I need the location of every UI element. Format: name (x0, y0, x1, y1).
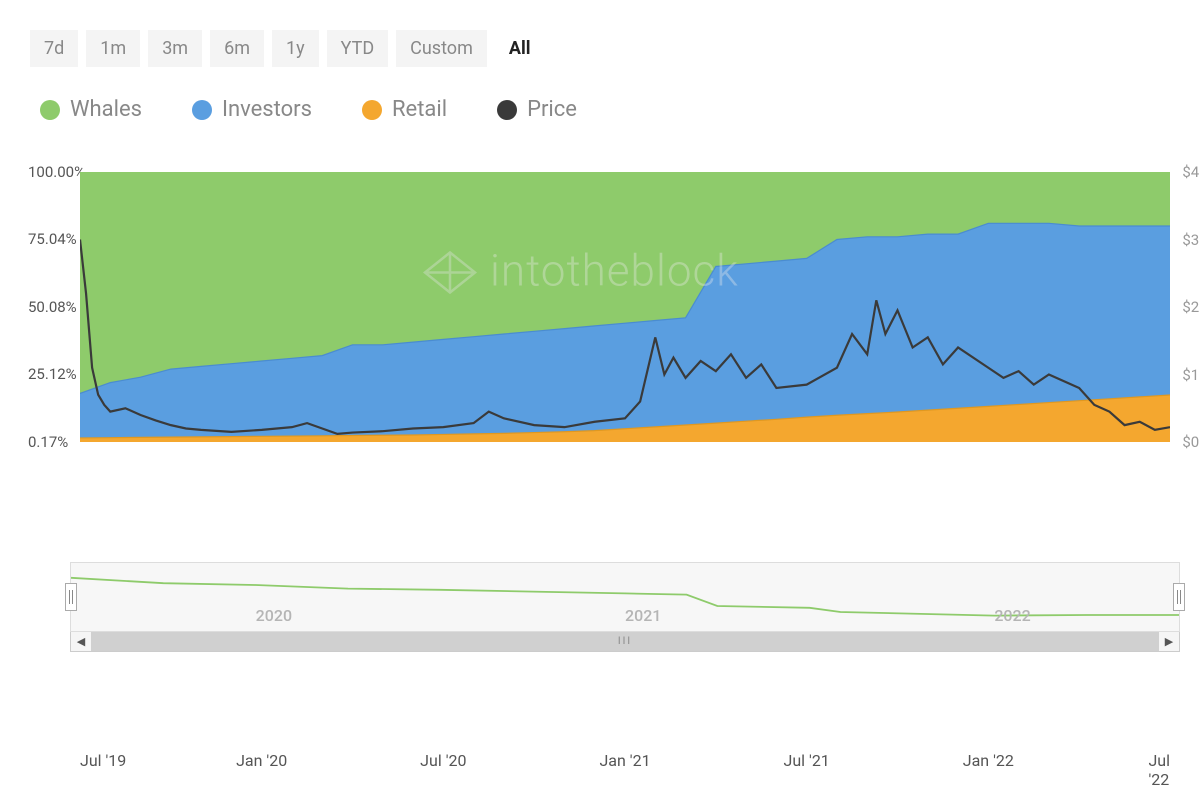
navigator-year-label: 2020 (256, 606, 292, 625)
chart-plot-area[interactable]: intotheblock (80, 172, 1170, 442)
main-chart: 100.00%75.04%50.08%25.12%0.17% $4.00$3.0… (30, 172, 1170, 512)
x-tick: Jan '21 (599, 751, 650, 770)
range-7d-button[interactable]: 7d (30, 30, 78, 67)
range-6m-button[interactable]: 6m (210, 30, 264, 67)
range-1y-button[interactable]: 1y (272, 30, 319, 67)
x-tick: Jan '22 (963, 751, 1014, 770)
legend-item-investors[interactable]: Investors (192, 97, 312, 122)
legend-label: Whales (70, 97, 142, 122)
navigator-year-label: 2022 (994, 606, 1030, 625)
legend-label: Retail (392, 97, 447, 122)
legend-dot-icon (497, 100, 517, 120)
legend-item-price[interactable]: Price (497, 97, 577, 122)
legend-dot-icon (192, 100, 212, 120)
y-right-tick: $2.00 (1182, 298, 1200, 316)
range-all-button[interactable]: All (495, 30, 545, 67)
y-left-tick: 0.17% (28, 433, 68, 451)
range-1m-button[interactable]: 1m (86, 30, 140, 67)
scroll-left-button[interactable]: ◀ (71, 632, 91, 651)
x-tick: Jul '19 (80, 751, 126, 770)
legend-label: Investors (222, 97, 312, 122)
time-range-selector: 7d1m3m6m1yYTDCustomAll (30, 30, 1170, 67)
legend-item-whales[interactable]: Whales (40, 97, 142, 122)
x-tick: Jul '20 (420, 751, 466, 770)
y-right-tick: $1.00 (1182, 366, 1200, 384)
navigator-scrollbar: ◀ III ▶ (70, 632, 1180, 652)
legend-label: Price (527, 97, 577, 122)
scroll-thumb[interactable]: III (91, 632, 1159, 651)
x-axis: Jul '19 Jan '20 Jul '20 Jan '21 Jul '21 Jan '… (80, 747, 1170, 775)
legend-item-retail[interactable]: Retail (362, 97, 447, 122)
y-right-tick: $0.00 (1182, 433, 1200, 451)
legend-dot-icon (40, 100, 60, 120)
x-tick: Jul '21 (784, 751, 830, 770)
scroll-right-button[interactable]: ▶ (1159, 632, 1179, 651)
chart-navigator: 2020 2021 2022 ◀ III ▶ (70, 562, 1180, 652)
y-right-tick: $4.00 (1182, 163, 1200, 181)
legend-dot-icon (362, 100, 382, 120)
range-ytd-button[interactable]: YTD (327, 30, 389, 67)
navigator-handle-right[interactable] (1173, 583, 1185, 611)
x-tick: Jan '20 (236, 751, 287, 770)
range-custom-button[interactable]: Custom (396, 30, 487, 67)
navigator-year-label: 2021 (625, 606, 661, 625)
y-left-tick: 75.04% (28, 230, 77, 248)
navigator-handle-left[interactable] (65, 583, 77, 611)
x-tick: Jul '22 (1148, 751, 1170, 789)
y-left-tick: 25.12% (28, 365, 77, 383)
y-left-tick: 50.08% (28, 298, 77, 316)
navigator-strip[interactable]: 2020 2021 2022 (70, 562, 1180, 632)
range-3m-button[interactable]: 3m (148, 30, 202, 67)
scroll-track[interactable]: III (91, 632, 1159, 651)
y-left-tick: 100.00% (28, 163, 85, 181)
y-right-tick: $3.00 (1182, 231, 1200, 249)
chart-legend: Whales Investors Retail Price (30, 97, 1170, 122)
